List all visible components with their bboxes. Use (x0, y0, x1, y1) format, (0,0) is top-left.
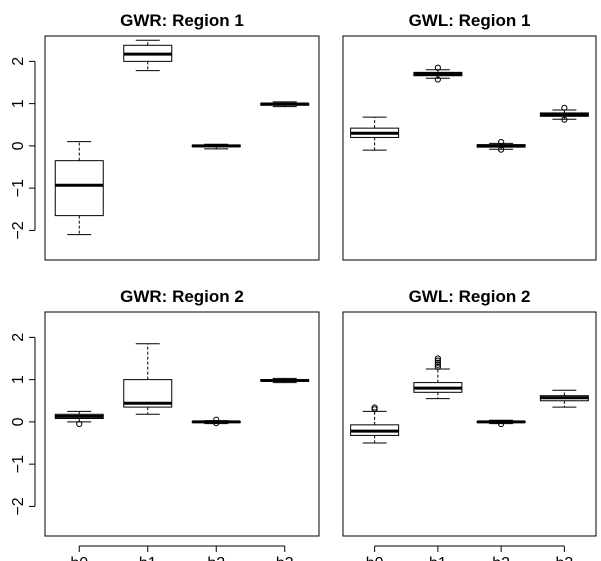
outlier-point (498, 146, 505, 153)
outlier-point (561, 104, 568, 111)
outlier-point (434, 359, 441, 366)
outlier-point (434, 361, 441, 368)
outlier-point (434, 76, 441, 83)
box-b0 (54, 160, 104, 217)
y-tick-label: 1 (10, 99, 27, 108)
outlier-point (498, 138, 505, 146)
x-tick-label: b3 (276, 555, 294, 561)
outlier-point (434, 64, 441, 71)
plot-frame (342, 35, 597, 261)
x-tick-label: b3 (555, 555, 573, 561)
outlier-point (434, 355, 441, 362)
outlier-point (434, 357, 441, 364)
x-tick-label: b2 (492, 555, 510, 561)
y-tick-label: 2 (10, 333, 27, 342)
plot-frame (44, 311, 320, 537)
y-tick-label: −2 (10, 221, 27, 239)
x-tick-label: b1 (429, 555, 447, 561)
outlier-point (371, 404, 378, 411)
y-tick-label: 1 (10, 375, 27, 384)
panel-title: GWR: Region 1 (120, 11, 244, 30)
outlier-point (561, 116, 568, 123)
panel-title: GWL: Region 1 (409, 11, 531, 30)
outlier-point (213, 420, 220, 427)
y-tick-label: 0 (10, 141, 27, 150)
x-tick-label: b0 (70, 555, 88, 561)
outlier-point (498, 420, 505, 428)
y-tick-label: −1 (10, 179, 27, 197)
x-tick-label: b1 (139, 555, 157, 561)
panel-title: GWR: Region 2 (120, 287, 244, 306)
plot-frame (44, 35, 320, 261)
y-tick-label: −2 (10, 497, 27, 515)
outlier-point (213, 416, 220, 423)
y-tick-label: 2 (10, 57, 27, 66)
y-tick-label: 0 (10, 417, 27, 426)
x-tick-label: b2 (207, 555, 225, 561)
x-tick-label: b0 (366, 555, 384, 561)
plot-frame (342, 311, 597, 537)
outlier-point (371, 406, 378, 413)
y-tick-label: −1 (10, 455, 27, 473)
outlier-point (76, 420, 83, 428)
outlier-point (434, 363, 441, 371)
panel-title: GWL: Region 2 (409, 287, 531, 306)
